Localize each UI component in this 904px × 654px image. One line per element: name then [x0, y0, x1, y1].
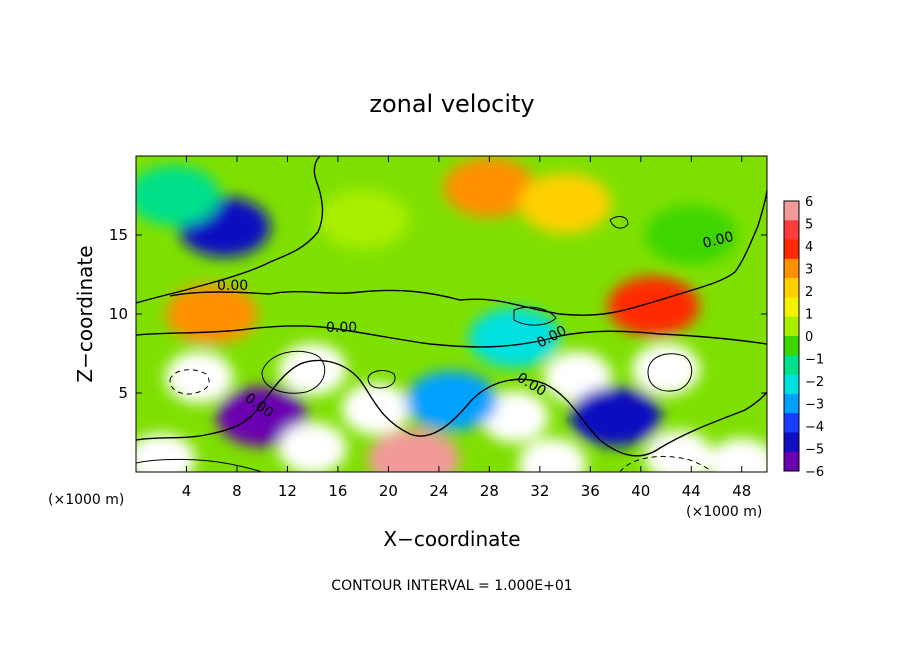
colorbar-swatch: [784, 432, 799, 453]
y-tick-label: 5: [118, 384, 128, 402]
x-axis-label: X−coordinate: [383, 527, 520, 551]
closed-contour-g: [609, 216, 629, 229]
field-feature: [468, 307, 561, 368]
colorbar-tick-label: 2: [805, 285, 813, 300]
field-feature: [405, 370, 498, 431]
field-feature: [443, 157, 536, 218]
colorbar-swatch: [784, 316, 799, 337]
colorbar-tick-label: −4: [805, 420, 824, 435]
closed-contour-h: [513, 306, 557, 326]
zero-contour-lower: [136, 359, 767, 457]
closed-contour-d: [169, 369, 210, 395]
colorbar-tick-label: −1: [805, 353, 824, 368]
field-feature: [278, 343, 347, 396]
colorbar-tick-label: −2: [805, 375, 824, 390]
field-feature: [367, 429, 460, 472]
contour-label: 0.00: [701, 229, 735, 252]
field-feature: [216, 386, 309, 447]
contour-label: 0.00: [326, 320, 357, 336]
field-feature: [165, 351, 234, 404]
chart-title: zonal velocity: [369, 90, 534, 118]
x-tick-label: 4: [182, 482, 192, 500]
contour-interval-footer: CONTOUR INTERVAL = 1.000E+01: [331, 578, 572, 594]
x-tick-label: 16: [328, 482, 347, 500]
x-tick-label: 20: [379, 482, 398, 500]
field-feature: [645, 205, 738, 265]
x-tick-label: 44: [682, 482, 701, 500]
field-feature: [707, 438, 767, 472]
heatmap-area: 0.00 0.00 0.00 0.00 0.00 0.00: [136, 156, 767, 472]
field-feature: [632, 343, 701, 396]
field-feature: [165, 284, 258, 344]
x-tick-label: 24: [429, 482, 448, 500]
zero-contour-ridge: [169, 189, 767, 316]
closed-contour-b: [647, 353, 693, 392]
field-feature: [480, 390, 549, 443]
closed-contour-f: [619, 455, 713, 472]
colorbar-tick-label: 5: [805, 218, 813, 233]
colorbar-swatch: [784, 355, 799, 376]
closed-contour-c: [367, 370, 396, 389]
x-tick-label: 28: [480, 482, 499, 500]
x-tick-label: 12: [278, 482, 297, 500]
colorbar-swatch: [784, 239, 799, 260]
colorbar: 6 5 4 3 2 1 0 −1 −2 −3 −4 −5 −6: [783, 195, 824, 480]
field-feature: [341, 382, 410, 435]
colorbar-tick-label: 0: [805, 330, 813, 345]
x-unit-right: (×1000 m): [686, 504, 762, 520]
zero-contour-middle: [136, 325, 767, 348]
colorbar-tick-label: −5: [805, 443, 824, 458]
field-feature: [644, 430, 713, 472]
colorbar-tick-label: 3: [805, 263, 813, 278]
colorbar-swatch: [784, 201, 799, 221]
y-tick-label: 10: [109, 305, 128, 323]
colorbar-swatch: [784, 220, 799, 241]
x-tick-label: 8: [232, 482, 242, 500]
y-axis-label: Z−coordinate: [73, 245, 97, 382]
colorbar-tick-label: 1: [805, 308, 813, 323]
field-feature: [136, 165, 220, 226]
field-feature: [569, 386, 662, 447]
y-tick-label: 15: [109, 226, 128, 244]
colorbar-swatch: [784, 451, 799, 472]
x-unit-left: (×1000 m): [48, 492, 124, 508]
field-feature: [519, 173, 612, 234]
colorbar-swatch: [784, 413, 799, 433]
field-feature: [317, 189, 410, 250]
colorbar-tick-label: −6: [805, 465, 824, 480]
contour-label: 0.00: [217, 278, 248, 294]
x-tick-label: 36: [581, 482, 600, 500]
field-feature: [278, 422, 347, 472]
closed-contour-e: [136, 458, 263, 472]
colorbar-swatch: [784, 374, 799, 395]
field-feature: [518, 438, 587, 472]
x-axis-ticks: 4 8 12 16 20 24 28 32 36 40 44 48: [182, 156, 751, 500]
colorbar-swatch: [784, 278, 799, 298]
closed-contour-a: [261, 350, 326, 394]
colorbar-tick-label: 4: [805, 240, 813, 255]
colorbar-tick-label: 6: [805, 195, 813, 210]
field-feature: [607, 276, 700, 337]
x-tick-label: 40: [631, 482, 650, 500]
field-feature: [136, 433, 196, 472]
colorbar-swatch: [784, 297, 799, 318]
x-tick-label: 48: [732, 482, 751, 500]
contour-lines: [136, 156, 767, 472]
colorbar-tick-label: −3: [805, 398, 824, 413]
colorbar-frame: [783, 200, 800, 472]
y-axis-ticks: 5 10 15: [109, 226, 767, 402]
zero-contour-upper: [136, 156, 324, 304]
colorbar-swatch: [784, 258, 799, 279]
x-tick-label: 32: [530, 482, 549, 500]
colorbar-swatch: [784, 336, 799, 356]
colorbar-swatch: [784, 393, 799, 414]
heatmap-field: [136, 157, 767, 472]
